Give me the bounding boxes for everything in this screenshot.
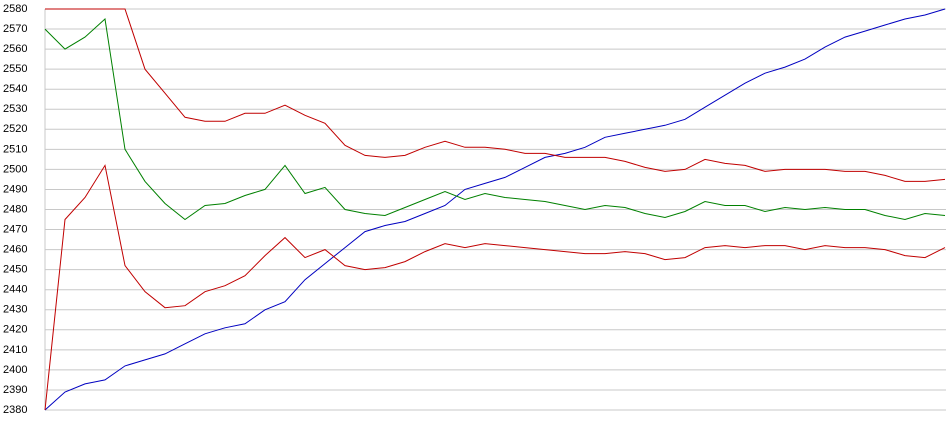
y-tick-label: 2560 [3, 43, 27, 55]
y-tick-label: 2500 [3, 163, 27, 175]
y-tick-label: 2550 [3, 63, 27, 75]
line-series [45, 8, 946, 182]
y-tick-label: 2430 [3, 304, 27, 316]
line-series [44, 164, 946, 411]
y-tick-label: 2540 [3, 83, 27, 95]
y-tick-label: 2570 [3, 23, 27, 35]
y-tick-label: 2520 [3, 123, 27, 135]
y-tick-label: 2530 [3, 103, 27, 115]
y-tick-label: 2420 [3, 324, 27, 336]
y-tick-label: 2470 [3, 223, 27, 235]
line-series [44, 18, 946, 221]
y-tick-label: 2440 [3, 284, 27, 296]
y-tick-label: 2580 [3, 3, 27, 15]
y-tick-label: 2400 [3, 364, 27, 376]
y-tick-label: 2450 [3, 264, 27, 276]
y-tick-label: 2410 [3, 344, 27, 356]
line-series [44, 8, 946, 411]
y-tick-label: 2380 [3, 404, 27, 416]
y-tick-label: 2490 [3, 183, 27, 195]
y-tick-label: 2510 [3, 143, 27, 155]
y-tick-label: 2390 [3, 384, 27, 396]
y-tick-label: 2460 [3, 244, 27, 256]
y-tick-label: 2480 [3, 203, 27, 215]
